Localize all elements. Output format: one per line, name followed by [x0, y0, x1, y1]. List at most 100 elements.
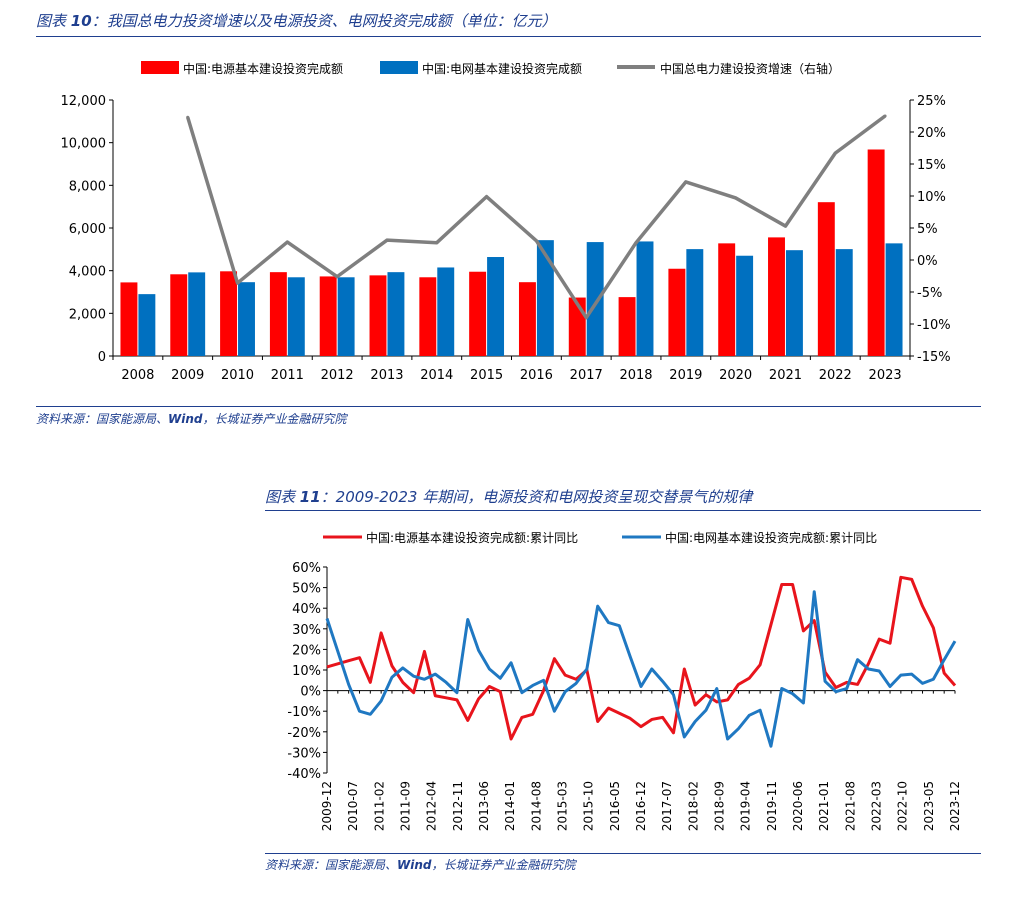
left-tick-label: 4,000: [69, 265, 106, 280]
x-tick-label: 2022-03: [870, 781, 884, 831]
bar-power-investment: [419, 277, 437, 356]
figure10-growth-line: [186, 114, 887, 320]
growth-point: [385, 238, 389, 242]
figure10-caption-number: 10: [70, 12, 92, 30]
growth-point: [534, 239, 538, 243]
legend-label-power-yoy: 中国:电源基本建设投资完成额:累计同比: [366, 530, 578, 545]
left-tick-label: 0: [98, 350, 106, 365]
legend-label-grid-yoy: 中国:电网基本建设投资完成额:累计同比: [665, 530, 877, 545]
x-tick-label: 2016-05: [608, 781, 622, 831]
growth-point: [285, 240, 289, 244]
x-tick-label: 2021-08: [843, 781, 857, 831]
x-tick-label: 2012: [321, 368, 354, 383]
x-tick-label: 2014-01: [503, 781, 517, 831]
bar-power-investment: [668, 268, 686, 356]
bar-power-investment: [369, 275, 387, 356]
x-tick-label: 2015-10: [582, 781, 596, 831]
x-tick-label: 2023-12: [948, 781, 962, 831]
bar-grid-investment: [586, 242, 604, 356]
growth-point: [236, 281, 240, 285]
left-tick-label: 8,000: [69, 179, 106, 194]
left-tick-label: 12,000: [61, 94, 107, 109]
figure11-chart: 中国:电源基本建设投资完成额:累计同比 中国:电网基本建设投资完成额:累计同比 …: [287, 530, 962, 831]
figure11-source-wind: Wind: [397, 858, 432, 872]
x-tick-label: 2009: [171, 368, 204, 383]
bar-grid-investment: [387, 272, 405, 356]
right-tick-label: 0%: [917, 254, 938, 269]
bar-power-investment: [817, 202, 835, 356]
figure10-source-prefix: 资料来源：国家能源局、: [36, 412, 169, 426]
bar-grid-investment: [188, 272, 206, 356]
bar-power-investment: [718, 243, 736, 356]
growth-point: [783, 224, 787, 228]
x-tick-label: 2023: [869, 368, 902, 383]
bar-grid-investment: [487, 257, 505, 356]
growth-point: [634, 241, 638, 245]
bar-grid-investment: [287, 277, 305, 356]
figure10-bottom-rule: [36, 406, 981, 407]
bar-grid-investment: [785, 250, 803, 356]
right-tick-label: -5%: [917, 286, 942, 301]
grid-yoy-line: [325, 590, 957, 748]
y-tick-label: 30%: [292, 623, 321, 638]
bar-grid-investment: [138, 294, 156, 356]
figure11-source: 资料来源：国家能源局、Wind，长城证券产业金融研究院: [265, 856, 576, 873]
x-tick-label: 2015: [470, 368, 503, 383]
left-tick-label: 2,000: [69, 307, 106, 322]
y-tick-label: 50%: [292, 582, 321, 597]
figure11-lines: [325, 575, 957, 748]
figure10-legend: 中国:电源基本建设投资完成额 中国:电网基本建设投资完成额 中国总电力建设投资增…: [141, 61, 840, 76]
bar-grid-investment: [885, 243, 903, 356]
figure10-source-suffix: ，长城证券产业金融研究院: [202, 412, 347, 426]
bar-grid-investment: [337, 277, 355, 356]
growth-point: [335, 275, 339, 279]
x-tick-label: 2020-06: [791, 781, 805, 831]
figure10-caption: 图表 10：我国总电力投资增速以及电源投资、电网投资完成额（单位：亿元）: [36, 10, 557, 31]
bar-grid-investment: [686, 249, 704, 356]
figure11-caption-text: ：2009-2023 年期间，电源投资和电网投资呈现交替景气的规律: [320, 488, 753, 506]
x-tick-label: 2019-04: [739, 781, 753, 831]
x-tick-label: 2018-09: [713, 781, 727, 831]
bar-power-investment: [170, 274, 188, 356]
x-tick-label: 2011-02: [372, 781, 386, 831]
right-tick-label: 5%: [917, 222, 938, 237]
legend-swatch-power: [141, 61, 179, 74]
x-tick-label: 2021-01: [817, 781, 831, 831]
growth-point: [584, 316, 588, 320]
x-tick-label: 2022: [819, 368, 852, 383]
figure11-axes: -40% -30% -20% -10% 0% 10% 20% 30% 40% 50% 60% 2009…: [287, 561, 962, 831]
bar-power-investment: [867, 149, 885, 356]
bar-power-investment: [120, 282, 138, 356]
figure10-top-rule: [36, 36, 981, 37]
legend-swatch-grid: [380, 61, 418, 74]
x-tick-label: 2020: [719, 368, 752, 383]
figure11-caption: 图表 11：2009-2023 年期间，电源投资和电网投资呈现交替景气的规律: [265, 486, 752, 507]
x-tick-label: 2008: [121, 368, 154, 383]
bar-power-investment: [269, 272, 287, 356]
bar-power-investment: [768, 237, 785, 356]
y-tick-label: -20%: [287, 726, 321, 741]
figure11-source-prefix: 资料来源：国家能源局、: [265, 858, 398, 872]
x-tick-label: 2012-04: [425, 781, 439, 831]
power-yoy-line: [326, 575, 957, 741]
figure10-caption-prefix: 图表: [36, 12, 67, 30]
right-tick-label: 10%: [917, 190, 946, 205]
bar-grid-investment: [636, 241, 654, 356]
growth-point: [833, 151, 837, 155]
x-tick-label: 2016-12: [634, 781, 648, 831]
growth-point: [186, 115, 190, 119]
x-tick-label: 2013-06: [477, 781, 491, 831]
x-tick-label: 2014-08: [529, 781, 543, 831]
growth-point: [485, 195, 489, 199]
x-tick-label: 2010: [221, 368, 254, 383]
x-tick-label: 2009-12: [320, 781, 334, 831]
bar-power-investment: [220, 271, 238, 356]
x-tick-label: 2016: [520, 368, 553, 383]
left-tick-label: 6,000: [69, 222, 106, 237]
x-tick-label: 2018-02: [686, 781, 700, 831]
x-tick-label: 2018: [619, 368, 652, 383]
growth-point: [883, 114, 887, 118]
y-tick-label: -40%: [287, 767, 321, 782]
figure10-source-wind: Wind: [168, 412, 203, 426]
bar-power-investment: [319, 276, 337, 356]
